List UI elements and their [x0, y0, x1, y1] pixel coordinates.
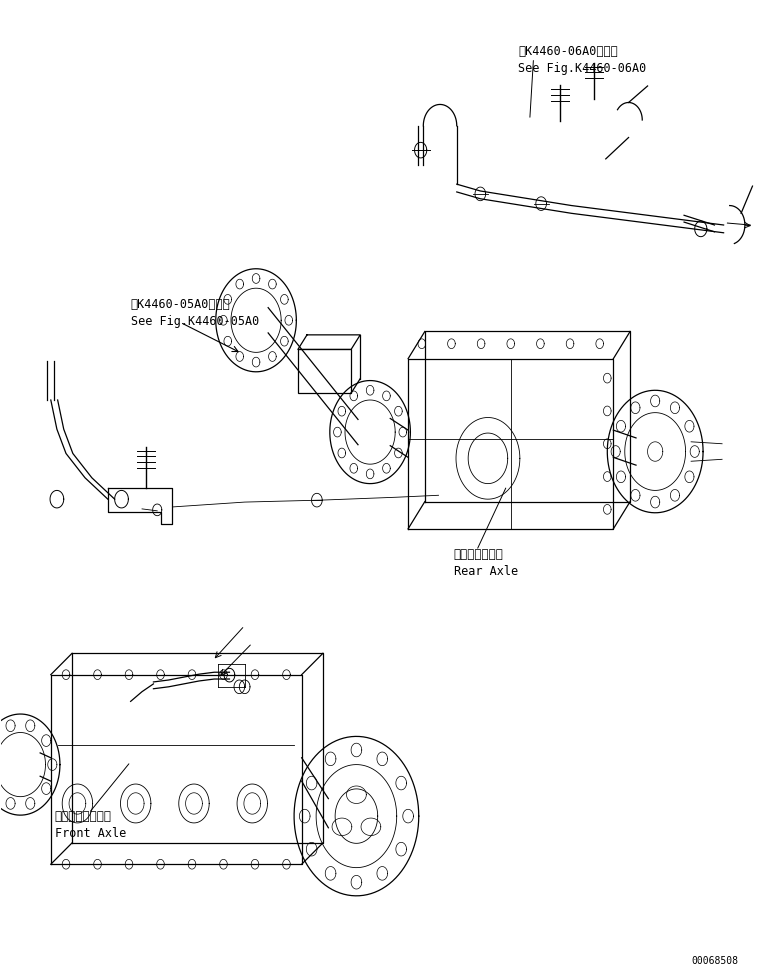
- Bar: [298, 349, 351, 393]
- Text: 00068508: 00068508: [692, 956, 739, 966]
- Text: 第K4460-05A0図参照
See Fig.K4460-05A0: 第K4460-05A0図参照 See Fig.K4460-05A0: [130, 298, 259, 328]
- Text: リヤーアクスル
Rear Axle: リヤーアクスル Rear Axle: [454, 548, 518, 578]
- Text: 第K4460-06A0図参照
See Fig.K4460-06A0: 第K4460-06A0図参照 See Fig.K4460-06A0: [518, 45, 646, 75]
- Text: フロントアクスル
Front Axle: フロントアクスル Front Axle: [55, 810, 126, 840]
